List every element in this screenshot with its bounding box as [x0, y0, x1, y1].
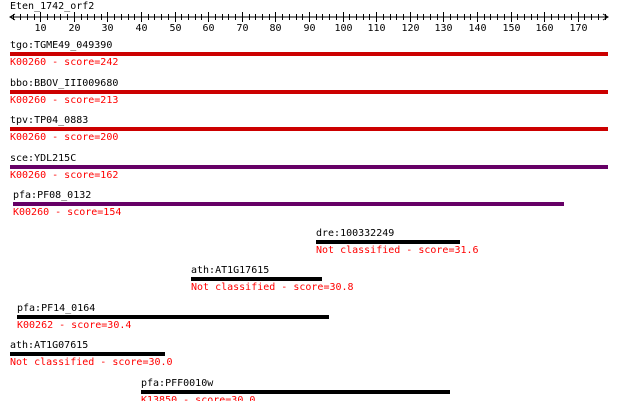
hit-name[interactable]: bbo:BBOV_III009680 — [10, 78, 119, 89]
ruler-tick-label: 20 — [68, 23, 80, 34]
hit-name[interactable]: pfa:PF14_0164 — [17, 303, 96, 314]
ruler-tick-label: 80 — [269, 23, 281, 34]
hit-name[interactable]: tpv:TP04_0883 — [10, 115, 89, 126]
ruler-tick-label: 150 — [502, 23, 520, 34]
ruler-tick-label: 30 — [101, 23, 113, 34]
hit-score-label[interactable]: K00260 - score=200 — [10, 132, 119, 143]
ruler-tick-label: 90 — [303, 23, 315, 34]
ruler-right-arrow — [602, 13, 609, 21]
position-ruler: 10 20 30 40 50 60 70 80 90 100 110 120 130 140 150 160 1… — [9, 12, 609, 34]
hit-score-label[interactable]: K00262 - score=30.4 — [17, 320, 132, 331]
hit-name[interactable]: pfa:PF08_0132 — [13, 190, 92, 201]
hit-name[interactable]: pfa:PFF0010w — [141, 378, 214, 389]
hit-bar[interactable] — [10, 352, 165, 356]
hit-bar[interactable] — [10, 90, 608, 94]
ruler-tick-label: 40 — [135, 23, 147, 34]
ruler-tick-label: 170 — [569, 23, 587, 34]
hit-bar[interactable] — [10, 127, 608, 131]
hit-bar[interactable] — [10, 165, 608, 169]
ruler-tick-label: 100 — [334, 23, 352, 34]
hit-name[interactable]: dre:100332249 — [316, 228, 395, 239]
hit-score-label[interactable]: K00260 - score=242 — [10, 57, 119, 68]
ruler-tick-label: 140 — [468, 23, 486, 34]
ruler-tick-label: 50 — [169, 23, 181, 34]
hit-name[interactable]: tgo:TGME49_049390 — [10, 40, 113, 51]
hit-score-label[interactable]: K00260 - score=162 — [10, 170, 119, 181]
hit-name[interactable]: ath:AT1G17615 — [191, 265, 270, 276]
hit-name[interactable]: sce:YDL215C — [10, 153, 77, 164]
ruler-tick-label: 130 — [434, 23, 452, 34]
hit-score-label[interactable]: Not classified - score=30.8 — [191, 282, 354, 293]
hit-score-label[interactable]: K00260 - score=154 — [13, 207, 122, 218]
hit-bar[interactable] — [141, 390, 450, 394]
hit-bar[interactable] — [191, 277, 322, 281]
ruler-tick-label: 70 — [236, 23, 248, 34]
ruler-tick-label: 10 — [34, 23, 46, 34]
hit-bar[interactable] — [10, 52, 608, 56]
hit-name[interactable]: ath:AT1G07615 — [10, 340, 89, 351]
hit-score-label[interactable]: K13850 - score=30.0 — [141, 395, 256, 401]
hit-bar[interactable] — [17, 315, 329, 319]
ruler-tick-label: 110 — [367, 23, 385, 34]
hit-score-label[interactable]: Not classified - score=30.0 — [10, 357, 173, 368]
ruler-tick-label: 60 — [202, 23, 214, 34]
hit-bar[interactable] — [316, 240, 460, 244]
query-title: Eten_1742_orf2 — [10, 1, 95, 12]
hit-score-label[interactable]: K00260 - score=213 — [10, 95, 119, 106]
hit-bar[interactable] — [13, 202, 564, 206]
ruler-tick-label: 160 — [535, 23, 553, 34]
ruler-tick-label: 120 — [401, 23, 419, 34]
hit-score-label[interactable]: Not classified - score=31.6 — [316, 245, 479, 256]
